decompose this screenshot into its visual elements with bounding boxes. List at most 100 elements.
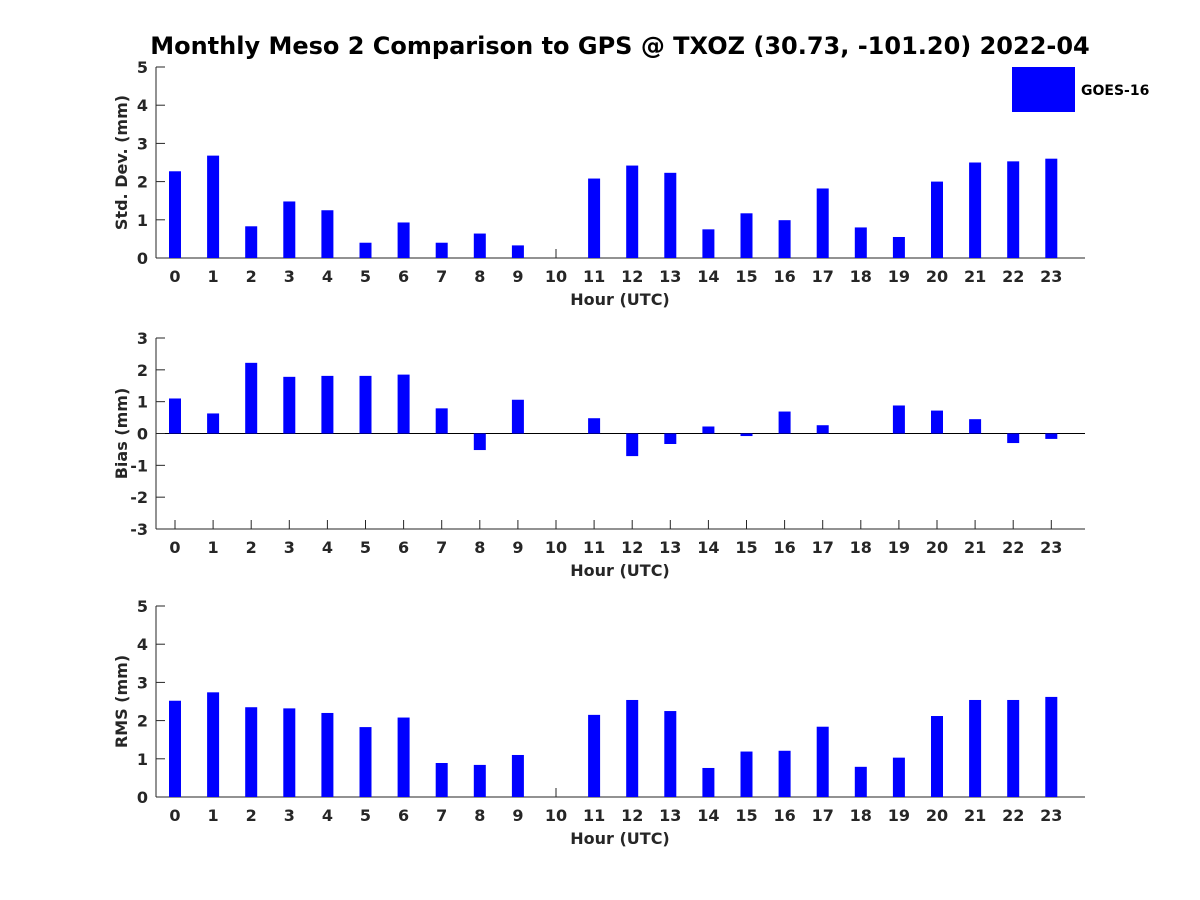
x-tick-label: 1	[208, 806, 219, 825]
x-tick-label: 4	[322, 267, 333, 286]
x-tick-label: 14	[697, 538, 719, 557]
x-tick-label: 8	[474, 806, 485, 825]
bar-hour-3	[283, 376, 296, 434]
y-tick-label: 5	[137, 597, 148, 616]
x-tick-label: 8	[474, 267, 485, 286]
y-tick-label: 3	[137, 134, 148, 153]
bar-hour-16	[778, 220, 791, 258]
bar-hour-14	[702, 767, 715, 797]
x-tick-label: 16	[773, 267, 795, 286]
x-tick-label: 12	[621, 267, 643, 286]
y-tick-label: 0	[137, 425, 148, 444]
x-tick-label: 22	[1002, 267, 1024, 286]
bar-hour-12	[626, 433, 639, 457]
y-tick-label: 1	[137, 211, 148, 230]
x-tick-label: 8	[474, 538, 485, 557]
x-tick-label: 9	[512, 267, 523, 286]
bar-hour-15	[740, 751, 753, 797]
bar-hour-12	[626, 165, 639, 258]
y-tick-label: 3	[137, 673, 148, 692]
bar-hour-4	[321, 210, 334, 258]
bar-hour-16	[778, 750, 791, 797]
y-tick-label: 0	[137, 249, 148, 268]
x-tick-label: 18	[850, 267, 872, 286]
bar-hour-12	[626, 699, 639, 797]
bar-hour-4	[321, 375, 334, 434]
x-tick-label: 0	[169, 267, 180, 286]
x-tick-label: 2	[246, 267, 257, 286]
x-tick-label: 3	[284, 267, 295, 286]
x-tick-label: 17	[812, 806, 834, 825]
legend: GOES-16	[1012, 67, 1149, 112]
bar-hour-0	[169, 700, 181, 797]
bar-hour-20	[931, 181, 943, 258]
x-tick-label: 7	[436, 538, 447, 557]
x-tick-label: 21	[964, 806, 986, 825]
x-tick-label: 9	[512, 806, 523, 825]
x-tick-label: 7	[436, 806, 447, 825]
x-tick-label: 11	[583, 538, 605, 557]
bar-hour-15	[740, 433, 753, 437]
bar-hour-1	[207, 155, 220, 258]
bar-hour-5	[359, 242, 372, 258]
bar-hour-22	[1007, 161, 1020, 258]
bar-hour-6	[397, 374, 410, 434]
y-tick-label: 1	[137, 393, 148, 412]
x-axis-label: Hour (UTC)	[570, 290, 670, 309]
bar-hour-17	[816, 726, 829, 797]
x-tick-label: 10	[545, 806, 567, 825]
y-tick-label: 4	[137, 96, 148, 115]
x-tick-label: 19	[888, 806, 910, 825]
x-tick-label: 11	[583, 806, 605, 825]
x-tick-label: 9	[512, 538, 523, 557]
x-tick-label: 6	[398, 267, 409, 286]
y-tick-label: 3	[137, 329, 148, 348]
x-tick-label: 17	[812, 538, 834, 557]
x-tick-label: 22	[1002, 806, 1024, 825]
x-tick-label: 7	[436, 267, 447, 286]
x-tick-label: 5	[360, 267, 371, 286]
chart-title: Monthly Meso 2 Comparison to GPS @ TXOZ …	[150, 32, 1090, 60]
bar-hour-22	[1007, 433, 1020, 444]
bar-hour-2	[245, 226, 258, 258]
x-tick-label: 12	[621, 538, 643, 557]
x-tick-label: 14	[697, 806, 719, 825]
x-tick-label: 18	[850, 806, 872, 825]
y-tick-label: -2	[130, 488, 148, 507]
bar-hour-1	[207, 413, 220, 434]
bar-hour-8	[473, 233, 486, 258]
bar-hour-7	[435, 408, 448, 434]
bar-hour-17	[816, 188, 829, 258]
y-axis-label: Bias (mm)	[112, 388, 131, 480]
x-tick-label: 12	[621, 806, 643, 825]
x-tick-label: 20	[926, 538, 948, 557]
bar-hour-8	[473, 764, 486, 797]
y-tick-label: 5	[137, 58, 148, 77]
bar-hour-21	[969, 419, 982, 434]
bar-hour-14	[702, 426, 715, 434]
bar-hour-3	[283, 708, 296, 797]
bar-hour-13	[664, 711, 677, 797]
bar-hour-6	[397, 222, 410, 258]
x-tick-label: 13	[659, 267, 681, 286]
bar-hour-18	[854, 227, 867, 258]
bar-hour-15	[740, 213, 753, 258]
bar-hour-9	[511, 245, 524, 258]
bar-hour-19	[892, 405, 905, 434]
legend-swatch-goes-16	[1012, 67, 1075, 112]
x-tick-label: 3	[284, 538, 295, 557]
x-tick-label: 15	[735, 806, 757, 825]
x-tick-label: 16	[773, 538, 795, 557]
bar-hour-21	[969, 162, 982, 258]
x-tick-label: 13	[659, 538, 681, 557]
x-tick-label: 23	[1040, 806, 1062, 825]
bar-hour-2	[245, 362, 258, 434]
x-tick-label: 21	[964, 538, 986, 557]
bar-hour-14	[702, 229, 715, 258]
x-tick-label: 15	[735, 267, 757, 286]
bar-hour-5	[359, 727, 372, 797]
